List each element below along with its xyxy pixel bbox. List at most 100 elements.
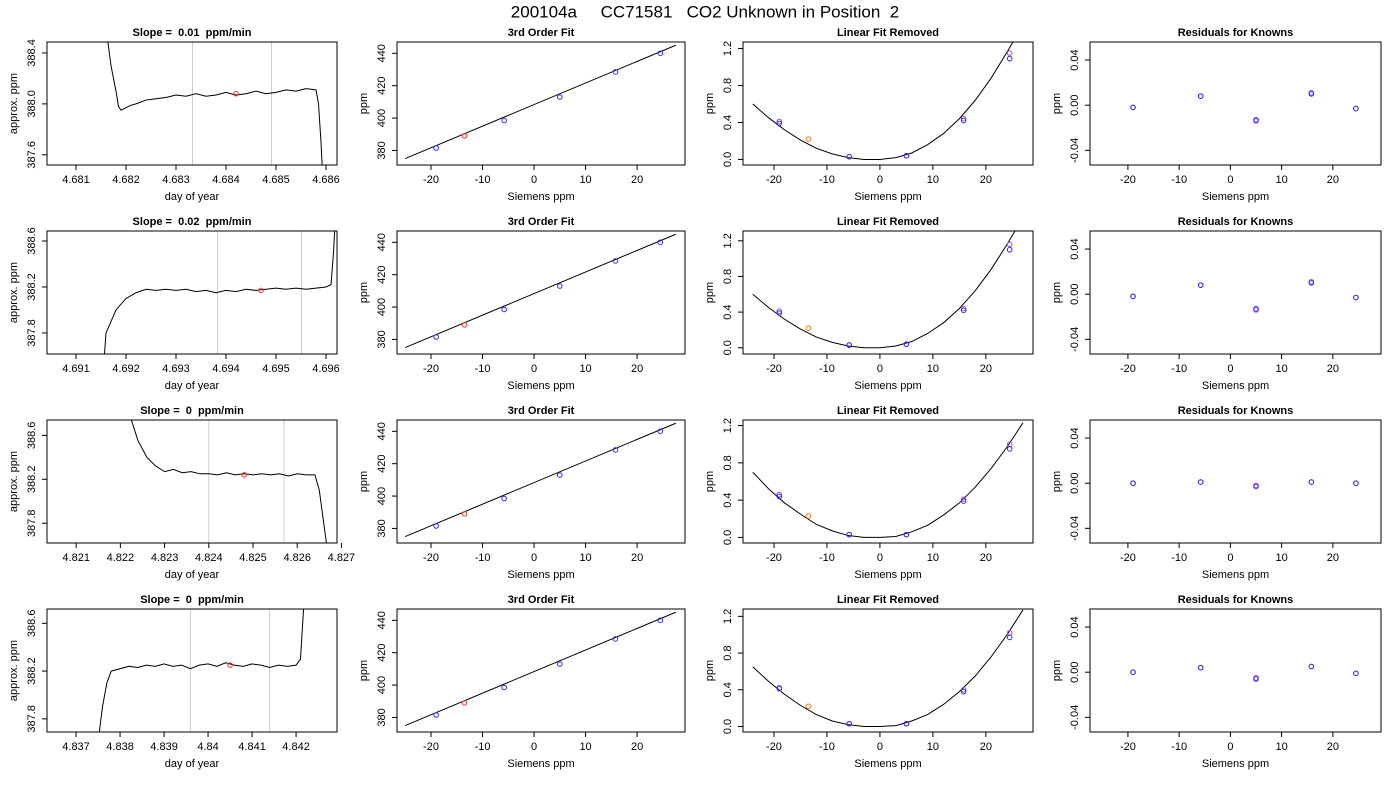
figure-title: 200104a CC71581 CO2 Unknown in Position … [511,2,899,21]
data-point [557,472,563,478]
x-tick-label: -10 [475,741,491,753]
x-axis-label: Siemens ppm [507,758,574,770]
x-tick-label: 0 [1227,363,1233,375]
x-axis-label: day of year [165,758,220,770]
panel-title: 3rd Order Fit [508,216,575,228]
data-point [258,287,264,294]
panel-title: Residuals for Knowns [1178,594,1294,606]
y-tick-label: 388.6 [26,422,38,450]
x-tick-label: 4.821 [62,552,90,564]
data-line [103,231,336,354]
plot-frame [1089,230,1382,355]
data-point [1197,93,1204,99]
y-axis-label: ppm [358,282,370,303]
data-point [960,115,967,122]
y-axis-label: ppm [358,93,370,114]
y-tick-label: 0.04 [1069,49,1081,70]
x-tick-label: 10 [927,741,939,753]
data-point [612,258,619,264]
y-tick-label: 0.04 [1069,238,1081,259]
panel-title: Residuals for Knowns [1178,216,1294,228]
x-tick-label: 0 [531,363,537,375]
y-tick-label: 0.4 [722,304,734,319]
y-tick-label: 0.0 [722,530,734,545]
data-point [241,472,247,478]
y-tick-label: -0.04 [1069,705,1081,730]
x-tick-label: -20 [423,741,439,753]
plot-area [752,609,1024,727]
x-axis-label: Siemens ppm [854,191,921,203]
data-point [1253,483,1259,490]
data-point [433,145,439,151]
y-tick-label: 388.2 [26,273,38,301]
plot-area [1130,278,1359,313]
x-tick-label: 4.694 [212,363,240,375]
x-tick-label: 10 [927,363,939,375]
data-point [846,720,853,727]
y-tick-label: 420 [376,77,388,95]
plot-area [405,422,676,537]
plot-area [1130,663,1359,682]
data-point [960,498,967,504]
data-point [1130,480,1136,486]
data-line [752,422,1024,538]
plot-frame [396,41,686,166]
y-tick-label: 0.00 [1069,283,1081,304]
y-tick-label: 440 [376,44,388,62]
x-tick-label: -10 [475,552,491,564]
x-tick-label: -20 [1120,552,1136,564]
x-tick-label: 4.822 [107,552,135,564]
y-tick-label: 0.04 [1069,427,1081,448]
y-axis-label: ppm [704,471,716,492]
y-axis-label: approx. ppm [8,73,20,134]
data-point [657,617,664,624]
x-tick-label: -20 [423,174,439,186]
x-tick-label: 10 [579,174,591,186]
x-tick-label: 4.695 [262,363,290,375]
y-axis-label: ppm [1051,471,1063,492]
plot-frame [742,608,1034,733]
x-tick-label: -10 [1171,174,1187,186]
x-tick-label: 4.683 [162,174,190,186]
x-tick-label: -20 [423,363,439,375]
x-tick-label: 4.691 [62,363,90,375]
y-axis-label: ppm [358,660,370,681]
data-point [557,283,563,289]
y-tick-label: 0.8 [722,78,734,93]
data-point [1308,479,1315,485]
y-tick-label: 0.00 [1069,472,1081,493]
y-tick-label: 400 [376,676,388,694]
plot-area [98,609,305,732]
data-point [612,447,619,453]
y-tick-label: -0.04 [1069,138,1081,163]
x-tick-label: 10 [1275,741,1287,753]
data-point [501,306,507,313]
plot-frame [396,608,686,733]
y-axis-label: approx. ppm [8,262,20,323]
y-tick-label: 0.0 [722,152,734,167]
x-tick-label: -10 [475,174,491,186]
x-tick-label: 20 [1327,552,1339,564]
x-tick-label: 4.686 [312,174,340,186]
data-point [557,94,563,100]
data-point [461,322,468,328]
x-tick-label: 0 [1227,552,1233,564]
data-point [501,684,507,691]
x-tick-label: 0 [877,363,883,375]
y-tick-label: 388.2 [26,466,38,494]
x-tick-label: 20 [980,552,992,564]
x-tick-label: -10 [475,363,491,375]
x-axis-label: day of year [165,569,220,581]
panel-title: Linear Fit Removed [837,216,939,228]
panel-title: Slope = 0.01 ppm/min [133,27,252,39]
x-tick-label: 20 [631,174,643,186]
data-point [461,511,468,517]
plot-area [405,233,676,348]
panel-title: Slope = 0 ppm/min [140,405,244,417]
data-point [1253,306,1259,312]
x-tick-label: 4.824 [195,552,223,564]
data-point [776,118,783,125]
plot-area [752,231,1016,349]
x-tick-label: 0 [531,741,537,753]
data-line [98,609,305,732]
